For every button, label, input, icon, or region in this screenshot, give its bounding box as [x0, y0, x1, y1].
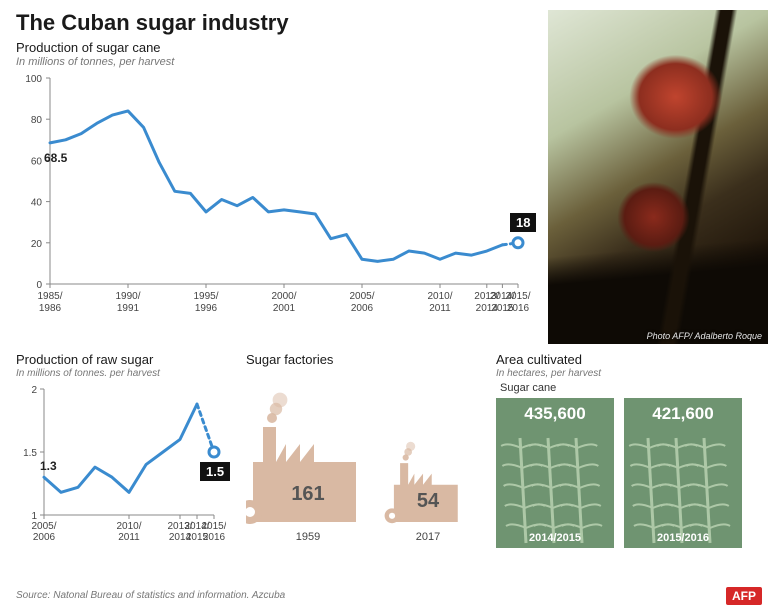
svg-text:60: 60	[31, 156, 43, 167]
area-card-value: 435,600	[496, 404, 614, 424]
area-card: 435,600 2014/2015	[496, 398, 614, 548]
svg-text:2005/: 2005/	[31, 521, 56, 532]
raw-end-label: 1.5	[200, 462, 230, 481]
source-text: Source: Natonal Bureau of statistics and…	[16, 590, 285, 601]
cane-chart-subtitle: Production of sugar cane	[16, 40, 546, 55]
factories-svg: 161 1959 54 2017	[246, 374, 486, 554]
area-card-year: 2014/2015	[496, 532, 614, 544]
svg-text:1959: 1959	[296, 531, 320, 543]
hero-photo: Photo AFP/ Adalberto Roque	[548, 10, 768, 344]
raw-first-label: 1.3	[40, 459, 57, 473]
area-panel: Area cultivated In hectares, per harvest…	[496, 352, 756, 559]
svg-text:2016: 2016	[507, 303, 530, 314]
area-card-value: 421,600	[624, 404, 742, 424]
afp-badge: AFP	[726, 587, 762, 605]
svg-text:1.5: 1.5	[23, 448, 37, 459]
svg-text:2: 2	[31, 385, 37, 396]
svg-text:1985/: 1985/	[37, 291, 62, 302]
factories-title: Sugar factories	[246, 352, 496, 367]
svg-text:40: 40	[31, 198, 43, 209]
area-sub: Sugar cane	[500, 382, 756, 394]
svg-text:2015/: 2015/	[201, 521, 226, 532]
area-title: Area cultivated	[496, 352, 756, 367]
svg-text:2016: 2016	[203, 532, 226, 543]
svg-text:2010/: 2010/	[116, 521, 141, 532]
svg-text:0: 0	[36, 280, 42, 291]
photo-caption: Photo AFP/ Adalberto Roque	[647, 331, 762, 341]
cane-end-label: 18	[510, 213, 536, 232]
area-unit: In hectares, per harvest	[496, 368, 756, 379]
svg-text:20: 20	[31, 239, 43, 250]
svg-text:54: 54	[417, 490, 440, 512]
svg-text:2010/: 2010/	[427, 291, 452, 302]
raw-chart-subtitle: Production of raw sugar	[16, 352, 246, 367]
svg-text:2011: 2011	[429, 303, 451, 314]
area-card-year: 2015/2016	[624, 532, 742, 544]
svg-text:1995/: 1995/	[193, 291, 218, 302]
cane-chart-svg: 0 20 40 60 80 100 1985/1986 1990/1991 1995/1996 2…	[16, 68, 536, 324]
cane-first-label: 68.5	[44, 151, 67, 165]
factories-panel: Sugar factories 161 1959 54 2017	[246, 352, 496, 559]
area-card: 421,600 2015/2016	[624, 398, 742, 548]
raw-chart-unit: In millions of tonnes. per harvest	[16, 368, 246, 379]
svg-text:2017: 2017	[416, 531, 440, 543]
svg-text:80: 80	[31, 115, 43, 126]
svg-text:1990/: 1990/	[115, 291, 140, 302]
svg-text:2000/: 2000/	[271, 291, 296, 302]
cane-chart-unit: In millions of tonnes, per harvest	[16, 56, 546, 68]
svg-text:161: 161	[291, 483, 324, 505]
svg-text:1991: 1991	[117, 303, 140, 314]
svg-text:100: 100	[25, 74, 42, 85]
cane-chart: Production of sugar cane In millions of …	[16, 40, 546, 330]
svg-text:1996: 1996	[195, 303, 218, 314]
svg-text:1986: 1986	[39, 303, 62, 314]
svg-text:2011: 2011	[118, 532, 140, 543]
svg-text:2006: 2006	[33, 532, 56, 543]
raw-sugar-panel: Production of raw sugar In millions of t…	[16, 352, 246, 559]
svg-text:2006: 2006	[351, 303, 374, 314]
svg-text:2001: 2001	[273, 303, 296, 314]
svg-text:2015/: 2015/	[505, 291, 530, 302]
svg-text:2005/: 2005/	[349, 291, 374, 302]
